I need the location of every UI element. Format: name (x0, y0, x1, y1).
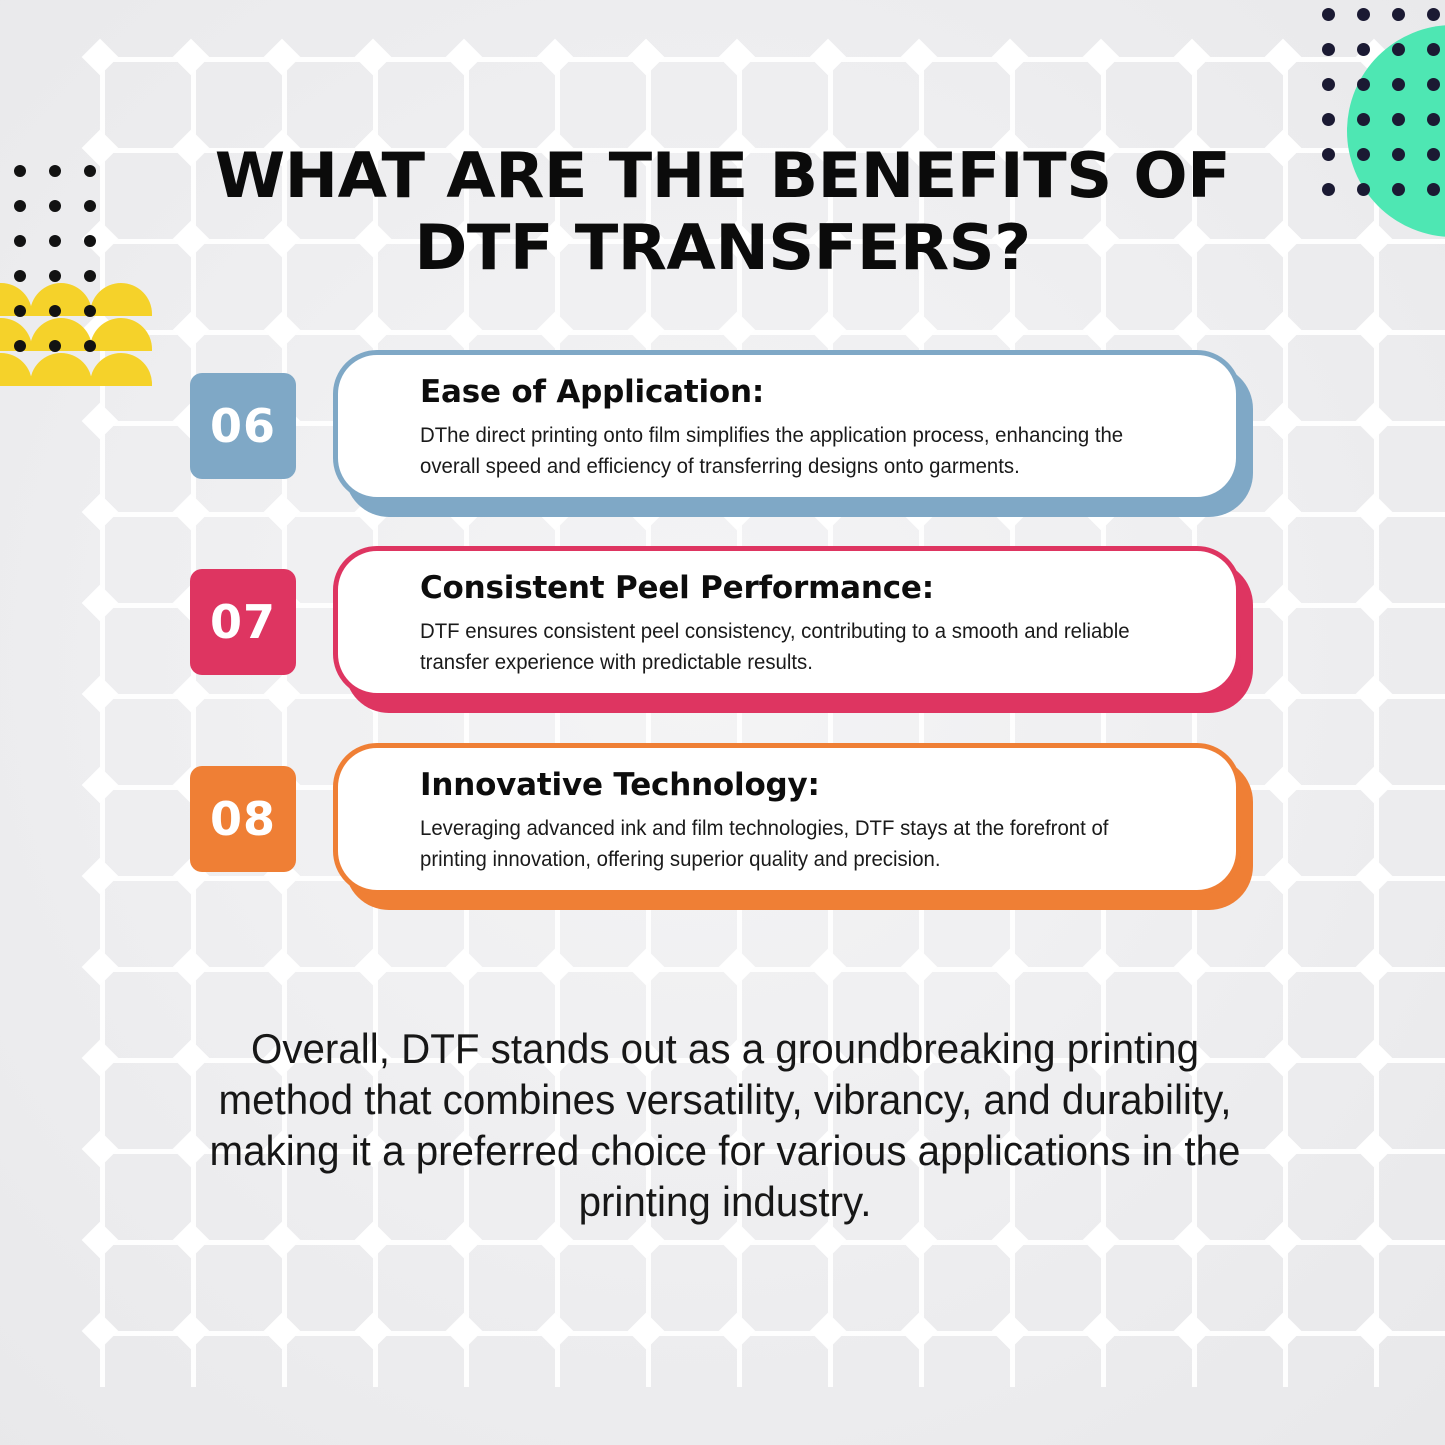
card-heading: Consistent Peel Performance: (420, 570, 934, 606)
dot (1357, 8, 1370, 21)
dot (84, 235, 96, 247)
benefit-card[interactable]: 07 Consistent Peel Performance: DTF ensu… (0, 543, 1445, 718)
card-number-badge: 07 (190, 569, 296, 675)
dot (49, 235, 61, 247)
dot (14, 165, 26, 177)
dot (49, 340, 61, 352)
dot (14, 305, 26, 317)
dot (1357, 43, 1370, 56)
card-description: DThe direct printing onto film simplifie… (420, 424, 1124, 478)
dot (1357, 78, 1370, 91)
dot (84, 340, 96, 352)
dot (84, 165, 96, 177)
card-description: Leveraging advanced ink and film technol… (420, 817, 1109, 871)
dot (1322, 148, 1335, 161)
card-body[interactable]: Innovative Technology: Leveraging advanc… (333, 743, 1241, 895)
background-grid-diamonds (81, 38, 1445, 1387)
dot (14, 235, 26, 247)
dot (1392, 183, 1405, 196)
dot (1427, 78, 1440, 91)
dot (84, 305, 96, 317)
footer-summary-text: Overall, DTF stands out as a groundbreak… (209, 1025, 1241, 1225)
dot (1392, 148, 1405, 161)
dot (49, 270, 61, 282)
dot (14, 200, 26, 212)
benefit-card[interactable]: 08 Innovative Technology: Leveraging adv… (0, 740, 1445, 915)
card-description: DTF ensures consistent peel consistency,… (420, 620, 1130, 674)
page-title: WHAT ARE THE BENEFITS OF DTF TRANSFERS? (214, 139, 1231, 284)
dot (14, 270, 26, 282)
dot (49, 305, 61, 317)
dot (1322, 78, 1335, 91)
dot (1322, 183, 1335, 196)
dot (1427, 8, 1440, 21)
dot (1392, 8, 1405, 21)
dot (1392, 43, 1405, 56)
card-number-badge: 06 (190, 373, 296, 479)
card-heading: Innovative Technology: (420, 767, 820, 803)
dot (1357, 183, 1370, 196)
dot (1392, 78, 1405, 91)
card-heading: Ease of Application: (420, 374, 765, 410)
dot (1322, 113, 1335, 126)
dot (1357, 148, 1370, 161)
dot (1357, 113, 1370, 126)
benefit-card[interactable]: 06 Ease of Application: DThe direct prin… (0, 347, 1445, 522)
dot (1322, 43, 1335, 56)
card-body[interactable]: Consistent Peel Performance: DTF ensures… (333, 546, 1241, 698)
dot (84, 270, 96, 282)
half-circle-pattern-icon (0, 283, 152, 388)
card-body[interactable]: Ease of Application: DThe direct printin… (333, 350, 1241, 502)
dot (1392, 113, 1405, 126)
dot (49, 165, 61, 177)
dot (1322, 8, 1335, 21)
background-grid (100, 57, 1445, 1387)
dot (1427, 148, 1440, 161)
dot (49, 200, 61, 212)
dot (84, 200, 96, 212)
card-number-badge: 08 (190, 766, 296, 872)
dot (1427, 43, 1440, 56)
dot (1427, 183, 1440, 196)
dot (14, 340, 26, 352)
dot (1427, 113, 1440, 126)
